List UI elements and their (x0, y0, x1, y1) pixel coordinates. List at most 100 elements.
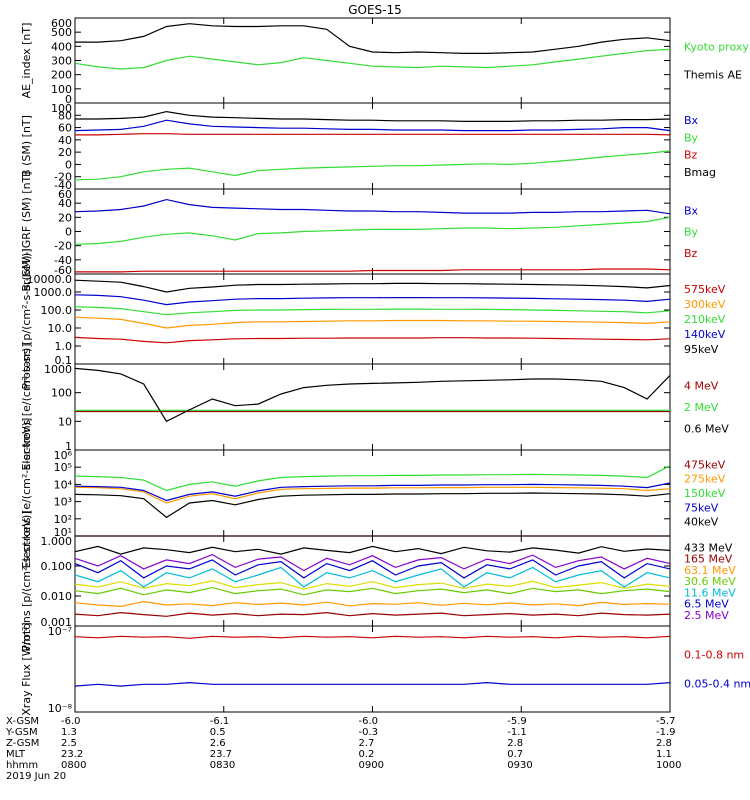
legend-label: Bmag (684, 166, 716, 179)
y-axis-label: Protons [p/(cm²-s-sr-keV)] (20, 248, 33, 389)
y-tick-label: 1.0 (55, 340, 73, 353)
y-tick-label: 20 (58, 211, 72, 224)
legend-label: 2 MeV (684, 401, 719, 414)
legend-label: 11.6 MeV (684, 586, 736, 599)
y-tick-label: 1 (65, 440, 72, 453)
y-tick-label: 100 (51, 102, 72, 115)
series-line-0-05-0-4-nm (74, 681, 671, 687)
series-line-433-mev (74, 545, 671, 555)
y-axis-label: Electrons [e/(cm²-s-sr)] (20, 343, 33, 470)
legend-label: 2.5 MeV (684, 609, 729, 622)
legend-label: 275keV (684, 473, 726, 486)
legend-label: 63.1 MeV (684, 564, 736, 577)
y-tick-label: -60 (54, 264, 72, 277)
footer-value: 2.5 (61, 738, 77, 749)
footer-value: 2.8 (656, 738, 672, 749)
legend-label: 433 MeV (684, 541, 733, 554)
series-line-210kev (74, 306, 671, 316)
panel-frame (74, 188, 671, 275)
y-tick-label: -20 (54, 240, 72, 253)
footer-row-label: X-GSM (6, 716, 39, 727)
series-line-63-1-mev (74, 600, 671, 608)
footer-value: -0.3 (359, 727, 379, 738)
footer-value: 23.2 (61, 749, 83, 760)
y-tick-label: 10⁴ (54, 478, 73, 491)
y-tick-label: -40 (54, 179, 72, 192)
y-tick-label: -40 (54, 254, 72, 267)
series-line-0-1-0-8-nm (74, 635, 671, 639)
footer-row-label: MLT (6, 749, 26, 760)
y-tick-label: 20 (58, 146, 72, 159)
panel-protons2: 0.001 0.010 0.100 1.000 Protons [p/(cm²-s-sr… (20, 510, 736, 651)
chart-title: GOES-15 (348, 3, 402, 17)
series-line-75kev (74, 482, 671, 502)
legend-label: 40keV (684, 516, 719, 529)
y-tick-label: 40 (58, 197, 72, 210)
legend-label: 95keV (684, 343, 719, 356)
series-line-11-6-mev (74, 566, 671, 588)
y-tick-label: 500 (51, 26, 72, 39)
series-line-unnamed (74, 580, 671, 590)
legend-label: 575keV (684, 283, 726, 296)
legend-label: 0.6 MeV (684, 423, 729, 436)
legend-label: 4 MeV (684, 380, 719, 393)
y-tick-label: 0.1 (55, 354, 73, 367)
panel-electrons1: 1 10 100 1000 Electrons [e/(cm²-s-sr)] 4 MeV 2… (20, 343, 729, 470)
footer-value: -6.1 (210, 716, 230, 727)
legend-label: Bz (684, 149, 698, 162)
y-tick-label: 1.000 (41, 535, 73, 548)
y-tick-label: 10000.0 (27, 273, 73, 286)
y-tick-label: 80 (58, 109, 72, 122)
series-line-140kev (74, 294, 671, 306)
series-line-300kev (74, 316, 671, 329)
panel-frame (74, 625, 671, 713)
legend-label: Bx (684, 114, 699, 127)
footer-value: 0.2 (359, 749, 375, 760)
series-line-kyoto-proxy-ae (74, 48, 671, 70)
y-tick-label: 100.0 (41, 304, 73, 317)
y-tick-label: 100 (51, 83, 72, 96)
panel-frame (74, 102, 671, 190)
legend-label: 300keV (684, 298, 726, 311)
panel-frame (74, 17, 671, 104)
panel-xray: 10⁻⁸ 10⁻⁷ Xray Flux [W/m²] 0.1-0.8 nm 0.05-0… (20, 622, 750, 715)
series-line-bx (74, 198, 671, 215)
y-axis-label: Xray Flux [W/m²] (20, 622, 33, 715)
legend-label: 165 MeV (684, 553, 733, 566)
y-tick-label: 1000.0 (34, 286, 73, 299)
y-tick-label: 60 (58, 122, 72, 135)
y-tick-label: 0 (65, 226, 72, 239)
y-tick-label: 600 (51, 17, 72, 30)
legend-label: By (684, 226, 699, 239)
y-tick-label: 400 (51, 40, 72, 53)
footer-value: 0830 (210, 760, 235, 771)
footer-value: 2.8 (507, 738, 523, 749)
legend-label: 6.5 MeV (684, 598, 729, 611)
panel-frame (74, 363, 671, 451)
series-line-150kev (74, 465, 671, 492)
series-line-bz (75, 133, 671, 136)
y-axis-label: Protons [p/(cm²-s-sr-keV)] (20, 510, 33, 651)
series-line-575kev (74, 336, 671, 344)
footer-value: -1.1 (507, 727, 527, 738)
footer-ephemeris: X-GSM -6.0 -6.1 -6.0 -5.9 -5.7 Y-GSM 1.3 0.5 -0.3… (5, 716, 681, 782)
y-tick-label: 0.100 (41, 560, 73, 573)
y-tick-label: 10⁻⁸ (48, 702, 73, 715)
legend-label: Bz (684, 247, 698, 260)
y-tick-label: 10² (54, 513, 72, 526)
y-tick-label: 40 (58, 134, 72, 147)
series-line-30-6-mev (74, 586, 671, 596)
series-line-by (74, 216, 671, 245)
y-tick-label: 10⁻⁷ (48, 625, 72, 638)
footer-value: 0800 (61, 760, 86, 771)
y-tick-label: 100 (51, 387, 72, 400)
footer-value: 23.7 (210, 749, 232, 760)
y-tick-label: 0 (65, 158, 72, 171)
legend-label: 150keV (684, 487, 726, 500)
series-line-by (74, 150, 671, 181)
footer-value: -1.9 (656, 727, 676, 738)
